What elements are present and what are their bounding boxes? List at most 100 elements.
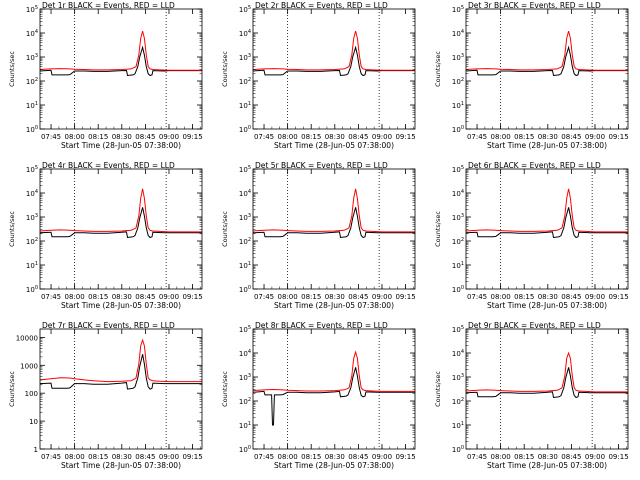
y-tick-label: 101 <box>26 101 38 110</box>
x-tick-label: 08:15 <box>88 453 108 461</box>
chart-title: Det 6r BLACK = Events, RED = LLD <box>468 161 601 170</box>
x-tick-label: 09:15 <box>395 293 415 301</box>
x-tick-label: 08:45 <box>348 453 368 461</box>
x-tick-label: 09:15 <box>608 453 628 461</box>
detector-panel-9: Det 9r BLACK = Events, RED = LLD 100 101 10… <box>426 320 639 480</box>
series-line-events <box>252 207 415 239</box>
y-tick-label: 105 <box>452 165 464 174</box>
x-tick-label: 09:00 <box>159 293 179 301</box>
x-tick-label: 08:45 <box>561 453 581 461</box>
x-tick-label: 07:45 <box>41 133 61 141</box>
x-axis-label: Start Time (28-Jun-05 07:38:00) <box>274 141 394 150</box>
series-line-events <box>252 367 415 426</box>
x-tick-label: 08:30 <box>112 293 132 301</box>
detector-panel-4: Det 4r BLACK = Events, RED = LLD 100 101 10… <box>0 160 213 320</box>
x-axis-label: Start Time (28-Jun-05 07:38:00) <box>61 461 181 470</box>
series-line-events <box>39 207 202 239</box>
detector-panel-5: Det 5r BLACK = Events, RED = LLD 100 101 10… <box>213 160 426 320</box>
series-line-lld <box>252 30 415 71</box>
y-tick-label: 101 <box>239 421 251 430</box>
y-tick-label: 101 <box>239 101 251 110</box>
y-tick-label: 103 <box>452 373 464 382</box>
chart-svg: Det 4r BLACK = Events, RED = LLD 100 101 10… <box>8 161 203 310</box>
x-tick-label: 08:00 <box>65 453 85 461</box>
x-tick-label: 09:00 <box>159 133 179 141</box>
y-tick-label: 102 <box>239 397 251 406</box>
x-tick-label: 08:45 <box>135 453 155 461</box>
plot-frame <box>465 328 629 450</box>
y-tick-label: 100 <box>452 445 464 454</box>
detector-panel-2: Det 2r BLACK = Events, RED = LLD 100 101 10… <box>213 0 426 160</box>
y-axis-label: Counts/sec <box>434 211 442 247</box>
x-tick-label: 08:15 <box>514 133 534 141</box>
series-line-lld <box>465 30 628 71</box>
y-tick-label: 103 <box>239 53 251 62</box>
y-tick-label: 101 <box>452 421 464 430</box>
chart-title: Det 5r BLACK = Events, RED = LLD <box>255 161 388 170</box>
x-tick-label: 09:15 <box>182 293 202 301</box>
x-tick-label: 09:00 <box>585 293 605 301</box>
chart-svg: Det 5r BLACK = Events, RED = LLD 100 101 10… <box>221 161 416 310</box>
y-tick-label: 100 <box>239 445 251 454</box>
y-tick-label: 104 <box>452 349 464 358</box>
x-tick-label: 08:45 <box>561 293 581 301</box>
plot-frame <box>252 328 416 450</box>
x-tick-label: 09:00 <box>372 453 392 461</box>
y-tick-label: 101 <box>26 261 38 270</box>
y-tick-label: 103 <box>239 373 251 382</box>
y-tick-label: 102 <box>26 77 38 86</box>
chart-svg: Det 7r BLACK = Events, RED = LLD 1 10 100 10… <box>8 321 203 470</box>
x-axis-label: Start Time (28-Jun-05 07:38:00) <box>487 141 607 150</box>
y-tick-label: 100 <box>239 285 251 294</box>
x-tick-label: 08:15 <box>514 293 534 301</box>
x-tick-label: 09:15 <box>182 133 202 141</box>
x-tick-label: 08:30 <box>325 133 345 141</box>
x-tick-label: 07:45 <box>467 453 487 461</box>
series-line-lld <box>252 350 415 392</box>
x-tick-label: 08:15 <box>301 133 321 141</box>
x-tick-label: 07:45 <box>254 453 274 461</box>
y-tick-label: 102 <box>452 77 464 86</box>
chart-title: Det 7r BLACK = Events, RED = LLD <box>42 321 175 330</box>
y-tick-label: 104 <box>452 189 464 198</box>
x-tick-label: 08:00 <box>278 453 298 461</box>
series-line-lld <box>39 30 202 71</box>
y-tick-label: 104 <box>239 29 251 38</box>
y-tick-label: 100 <box>452 125 464 134</box>
y-tick-label: 105 <box>452 5 464 14</box>
x-axis-label: Start Time (28-Jun-05 07:38:00) <box>61 141 181 150</box>
chart-svg: Det 9r BLACK = Events, RED = LLD 100 101 10… <box>434 321 629 470</box>
series-line-events <box>252 45 415 77</box>
x-tick-label: 08:45 <box>561 133 581 141</box>
y-axis-label: Counts/sec <box>8 371 16 407</box>
x-axis-label: Start Time (28-Jun-05 07:38:00) <box>487 301 607 310</box>
x-tick-label: 09:15 <box>182 453 202 461</box>
x-axis-label: Start Time (28-Jun-05 07:38:00) <box>487 461 607 470</box>
x-tick-label: 08:15 <box>301 293 321 301</box>
y-tick-label: 105 <box>239 325 251 334</box>
series-line-events <box>39 354 202 390</box>
y-tick-label: 1000 <box>20 362 38 370</box>
y-tick-label: 104 <box>26 29 38 38</box>
x-tick-label: 07:45 <box>41 293 61 301</box>
detector-panel-7: Det 7r BLACK = Events, RED = LLD 1 10 100 10… <box>0 320 213 480</box>
y-tick-label: 104 <box>239 189 251 198</box>
series-line-lld <box>465 188 628 233</box>
y-axis-label: Counts/sec <box>221 51 229 87</box>
x-tick-label: 09:00 <box>585 133 605 141</box>
y-tick-label: 105 <box>26 165 38 174</box>
x-tick-label: 08:00 <box>491 453 511 461</box>
x-tick-label: 07:45 <box>254 133 274 141</box>
y-tick-label: 105 <box>239 5 251 14</box>
y-tick-label: 103 <box>452 213 464 222</box>
x-tick-label: 08:45 <box>348 133 368 141</box>
y-tick-label: 103 <box>239 213 251 222</box>
y-tick-label: 102 <box>452 397 464 406</box>
plot-frame <box>252 168 416 290</box>
series-line-lld <box>465 351 628 393</box>
y-tick-label: 102 <box>452 237 464 246</box>
y-tick-label: 103 <box>26 53 38 62</box>
detector-panel-6: Det 6r BLACK = Events, RED = LLD 100 101 10… <box>426 160 639 320</box>
y-tick-label: 10 <box>29 418 38 426</box>
